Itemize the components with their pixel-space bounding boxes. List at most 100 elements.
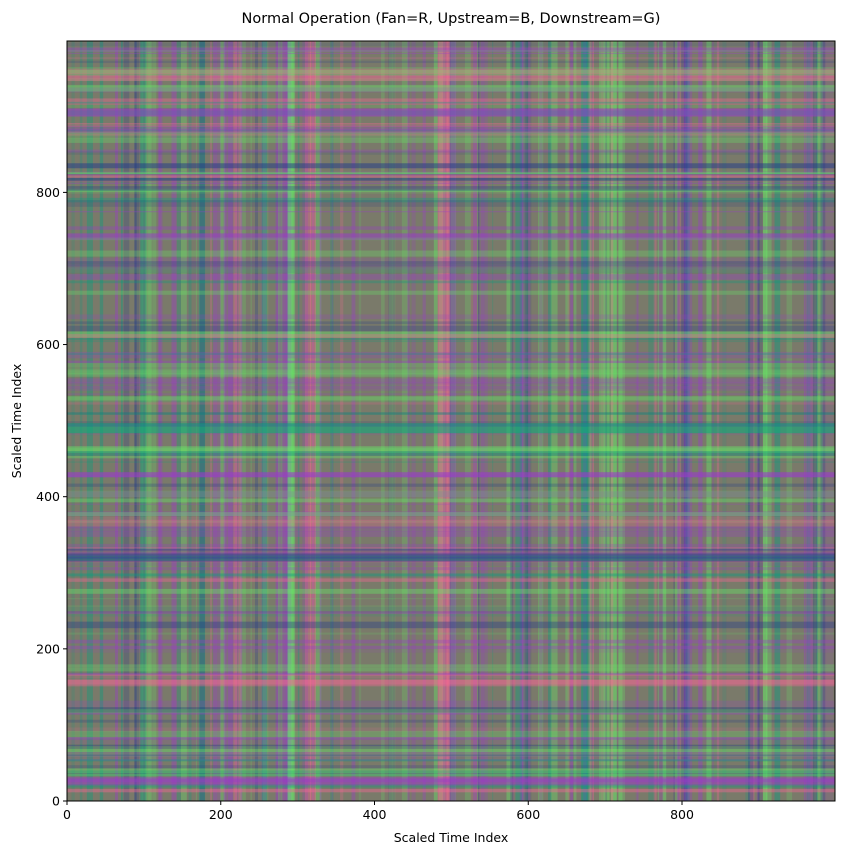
heatmap-row-band — [67, 129, 835, 134]
heatmap-row-band — [67, 386, 835, 391]
heatmap-column-band — [820, 41, 826, 801]
heatmap-column-band — [254, 41, 259, 801]
heatmap-column-band — [748, 41, 754, 801]
heatmap-column-band — [520, 41, 525, 801]
heatmap-column-band — [79, 41, 83, 801]
heatmap-row-band — [67, 290, 835, 295]
heatmap-row-band — [67, 128, 835, 133]
heatmap-column-band — [135, 41, 140, 801]
heatmap-column-band — [449, 41, 455, 801]
heatmap-column-band — [826, 41, 834, 801]
heatmap-column-band — [358, 41, 362, 801]
heatmap-column-band — [588, 41, 593, 801]
heatmap-row-band — [67, 340, 835, 343]
heatmap-row-band — [67, 674, 835, 679]
heatmap-column-band — [603, 41, 611, 801]
heatmap-row-band — [67, 448, 835, 453]
heatmap-column-band — [198, 41, 206, 801]
heatmap-row-band — [67, 474, 835, 478]
heatmap-row-band — [67, 173, 835, 175]
heatmap-row-band — [67, 621, 835, 629]
heatmap-row-band — [67, 511, 835, 517]
heatmap-row-band — [67, 567, 835, 571]
heatmap-column-band — [261, 41, 268, 801]
heatmap-column-band — [228, 41, 233, 801]
heatmap-column-band — [539, 41, 543, 801]
heatmap-column-band — [388, 41, 395, 801]
heatmap-row-band — [67, 373, 835, 377]
heatmap-row-band — [67, 125, 835, 127]
heatmap-column-band — [812, 41, 818, 801]
heatmap-row-band — [67, 188, 835, 194]
heatmap-column-band — [610, 41, 614, 801]
heatmap-row-band — [67, 393, 835, 395]
heatmap-column-band — [449, 41, 457, 801]
heatmap-row-band — [67, 754, 835, 757]
heatmap-column-band — [607, 41, 610, 801]
heatmap-row-band — [67, 519, 835, 527]
heatmap-row-band — [67, 237, 835, 241]
heatmap-row-band — [67, 664, 835, 668]
heatmap-column-band — [763, 41, 767, 801]
heatmap-column-band — [275, 41, 278, 801]
heatmap-row-band — [67, 233, 835, 240]
heatmap-row-band — [67, 211, 835, 213]
heatmap-column-band — [763, 41, 768, 801]
heatmap-row-band — [67, 172, 835, 175]
heatmap-row-band — [67, 280, 835, 284]
heatmap-row-band — [67, 368, 835, 374]
x-tick-label: 400 — [363, 807, 387, 822]
heatmap-row-band — [67, 78, 835, 82]
heatmap-row-band — [67, 768, 835, 774]
heatmap-column-band — [648, 41, 655, 801]
heatmap-row-band — [67, 639, 835, 644]
heatmap-row-band — [67, 186, 835, 191]
heatmap-row-band — [67, 759, 835, 762]
heatmap-column-band — [806, 41, 811, 801]
heatmap-row-band — [67, 402, 835, 405]
heatmap-column-band — [521, 41, 528, 801]
heatmap-row-band — [67, 613, 835, 617]
heatmap-column-band — [281, 41, 285, 801]
heatmap-column-band — [213, 41, 218, 801]
heatmap-column-band — [148, 41, 151, 801]
heatmap-row-band — [67, 267, 835, 273]
heatmap-row-band — [67, 673, 835, 676]
heatmap-row-band — [67, 748, 835, 752]
heatmap-column-band — [115, 41, 119, 801]
heatmap-row-band — [67, 87, 835, 93]
heatmap-row-band — [67, 645, 835, 650]
vertical-bands — [71, 41, 834, 801]
heatmap-column-band — [599, 41, 606, 801]
heatmap-row-band — [67, 60, 835, 64]
heatmap-column-band — [757, 41, 763, 801]
heatmap-column-band — [470, 41, 477, 801]
heatmap-column-band — [515, 41, 522, 801]
heatmap-row-band — [67, 67, 835, 74]
y-tick-label: 400 — [36, 489, 60, 504]
heatmap-column-band — [99, 41, 104, 801]
heatmap-row-band — [67, 338, 835, 341]
heatmap-row-band — [67, 84, 835, 92]
heatmap-column-band — [141, 41, 144, 801]
heatmap-row-band — [67, 649, 835, 653]
heatmap-column-band — [821, 41, 827, 801]
heatmap-row-band — [67, 550, 835, 557]
heatmap-column-band — [227, 41, 234, 801]
heatmap-column-band — [683, 41, 690, 801]
chart-title: Normal Operation (Fan=R, Upstream=B, Dow… — [242, 11, 661, 27]
heatmap-row-band — [67, 483, 835, 487]
heatmap-row-band — [67, 549, 835, 551]
heatmap-row-band — [67, 197, 835, 203]
heatmap-column-band — [340, 41, 344, 801]
heatmap-column-band — [658, 41, 664, 801]
heatmap-row-band — [67, 777, 835, 785]
heatmap-column-band — [199, 41, 205, 801]
heatmap-row-band — [67, 736, 835, 740]
heatmap-column-band — [315, 41, 322, 801]
heatmap-row-band — [67, 447, 835, 450]
heatmap-column-band — [786, 41, 793, 801]
heatmap-column-band — [610, 41, 617, 801]
y-tick-label: 0 — [52, 794, 60, 809]
heatmap-row-band — [67, 226, 835, 230]
